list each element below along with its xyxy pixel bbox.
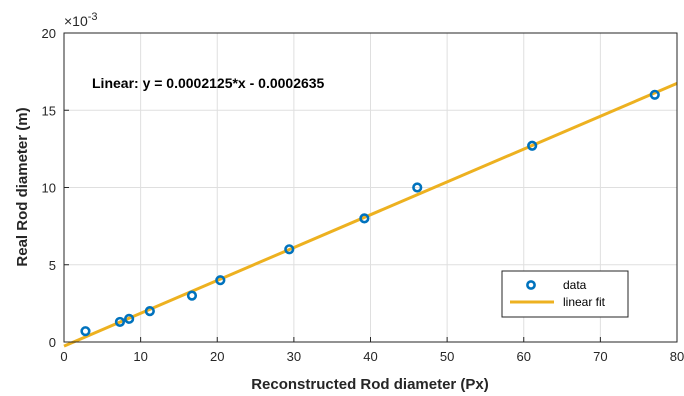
x-tick-label: 20 xyxy=(210,349,224,364)
y-tick-label: 20 xyxy=(42,26,56,41)
data-point xyxy=(80,326,91,337)
data-point xyxy=(124,313,135,324)
x-tick-label: 0 xyxy=(60,349,67,364)
x-tick-label: 40 xyxy=(363,349,377,364)
x-tick-label: 10 xyxy=(133,349,147,364)
x-axis-label: Reconstructed Rod diameter (Px) xyxy=(251,376,489,393)
data-point xyxy=(215,275,226,286)
y-tick-label: 10 xyxy=(42,181,56,196)
plot-frame xyxy=(63,32,678,343)
data-point xyxy=(359,213,370,224)
y-tick-label: 5 xyxy=(49,258,56,273)
data-points xyxy=(80,89,660,337)
legend-box xyxy=(501,270,629,318)
x-tick-label: 60 xyxy=(517,349,531,364)
data-point xyxy=(527,140,538,151)
x-tick-label: 30 xyxy=(287,349,301,364)
y-multiplier: ×10-3 xyxy=(64,11,98,29)
data-point xyxy=(186,290,198,301)
legend-data-marker xyxy=(526,280,536,290)
fit-line-group xyxy=(63,82,678,348)
data-point xyxy=(144,306,155,317)
x-tick-label: 80 xyxy=(670,349,684,364)
data-point xyxy=(114,316,126,328)
y-tick-label: 15 xyxy=(42,103,56,118)
x-tick-label: 70 xyxy=(593,349,607,364)
y-ticks: 0 5 10 15 20 xyxy=(42,26,69,350)
x-ticks: 0 10 20 30 40 50 60 70 80 xyxy=(60,337,684,364)
data-point xyxy=(412,182,423,193)
legend-fit-label: linear fit xyxy=(563,295,606,309)
legend-data-label: data xyxy=(563,278,587,292)
y-axis-label: Real Rod diameter (m) xyxy=(14,107,31,266)
data-point xyxy=(649,89,660,100)
data-point xyxy=(284,244,295,255)
x-tick-label: 50 xyxy=(440,349,454,364)
legend: data linear fit xyxy=(501,270,629,318)
fit-equation: Linear: y = 0.0002125*x - 0.0002635 xyxy=(92,75,325,91)
linear-fit-line xyxy=(63,82,678,348)
y-tick-label: 0 xyxy=(49,335,56,350)
